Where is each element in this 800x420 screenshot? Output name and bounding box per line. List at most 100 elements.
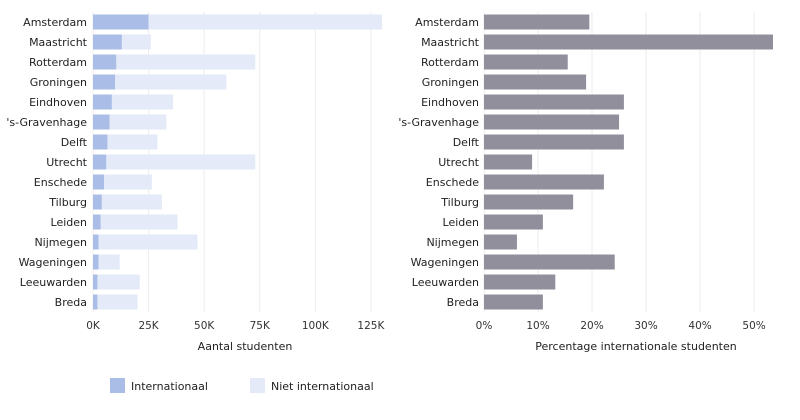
bars-left — [93, 14, 382, 310]
bar-left-s-gravenhage-internationaal — [93, 114, 110, 130]
category-label-left-delft: Delft — [61, 136, 88, 149]
bar-right-tilburg — [484, 194, 574, 210]
x-tick-left-4: 100K — [302, 320, 330, 332]
category-label-right-amsterdam: Amsterdam — [415, 16, 479, 29]
bar-right-utrecht — [484, 154, 533, 170]
category-label-right-leeuwarden: Leeuwarden — [412, 276, 479, 289]
category-label-right-eindhoven: Eindhoven — [421, 96, 479, 109]
category-label-left-s-gravenhage: 's-Gravenhage — [6, 116, 87, 129]
bar-left-utrecht-internationaal — [93, 154, 107, 170]
bars-right — [484, 14, 773, 310]
bar-right-amsterdam — [484, 14, 590, 30]
x-tick-right-1: 10% — [526, 320, 549, 332]
legend-label-niet-internationaal: Niet internationaal — [271, 380, 374, 393]
category-label-left-nijmegen: Nijmegen — [34, 236, 87, 249]
bar-right-rotterdam — [484, 54, 568, 70]
bar-left-leeuwarden-internationaal — [93, 274, 98, 290]
x-tick-left-1: 25K — [138, 320, 159, 332]
category-label-right-utrecht: Utrecht — [438, 156, 479, 169]
bar-left-groningen-niet-internationaal — [115, 74, 227, 90]
bar-left-breda-internationaal — [93, 294, 98, 310]
bar-left-delft-niet-internationaal — [107, 134, 158, 150]
category-label-left-leiden: Leiden — [51, 216, 88, 229]
legend: Internationaal Niet internationaal — [110, 378, 374, 393]
category-label-left-eindhoven: Eindhoven — [29, 96, 87, 109]
bar-left-maastricht-internationaal — [93, 34, 122, 50]
legend-swatch-internationaal — [110, 378, 125, 393]
category-label-left-leeuwarden: Leeuwarden — [20, 276, 87, 289]
bar-left-tilburg-niet-internationaal — [101, 194, 162, 210]
category-label-right-delft: Delft — [453, 136, 480, 149]
bar-left-wageningen-niet-internationaal — [98, 254, 120, 270]
category-label-left-maastricht: Maastricht — [29, 36, 88, 49]
category-label-right-maastricht: Maastricht — [421, 36, 480, 49]
bar-left-leeuwarden-niet-internationaal — [97, 274, 140, 290]
bar-left-enschede-internationaal — [93, 174, 105, 190]
category-label-left-breda: Breda — [55, 296, 87, 309]
bar-left-enschede-niet-internationaal — [104, 174, 152, 190]
category-label-left-wageningen: Wageningen — [19, 256, 87, 269]
category-label-right-tilburg: Tilburg — [440, 196, 479, 209]
category-label-left-tilburg: Tilburg — [48, 196, 87, 209]
bar-left-leiden-internationaal — [93, 214, 101, 230]
bar-left-utrecht-niet-internationaal — [106, 154, 256, 170]
x-tick-right-3: 30% — [634, 320, 657, 332]
bar-left-amsterdam-internationaal — [93, 14, 149, 30]
bar-left-eindhoven-niet-internationaal — [111, 94, 174, 110]
bar-left-nijmegen-internationaal — [93, 234, 99, 250]
bar-left-delft-internationaal — [93, 134, 108, 150]
bar-right-eindhoven — [484, 94, 624, 110]
x-tick-left-5: 125K — [357, 320, 385, 332]
bar-left-amsterdam-niet-internationaal — [148, 14, 382, 30]
x-tick-right-5: 50% — [742, 320, 765, 332]
bar-right-nijmegen — [484, 234, 517, 250]
category-label-right-groningen: Groningen — [422, 76, 479, 89]
x-tick-left-0: 0K — [86, 320, 101, 332]
category-label-right-rotterdam: Rotterdam — [421, 56, 479, 69]
category-label-left-rotterdam: Rotterdam — [29, 56, 87, 69]
category-label-right-s-gravenhage: 's-Gravenhage — [398, 116, 479, 129]
legend-swatch-niet-internationaal — [250, 378, 265, 393]
x-axis-title-right: Percentage internationale studenten — [535, 340, 736, 353]
bar-left-eindhoven-internationaal — [93, 94, 112, 110]
category-label-right-breda: Breda — [447, 296, 479, 309]
bar-left-breda-niet-internationaal — [97, 294, 138, 310]
bar-right-leeuwarden — [484, 274, 556, 290]
bar-left-rotterdam-internationaal — [93, 54, 117, 70]
bar-left-s-gravenhage-niet-internationaal — [109, 114, 167, 130]
x-tick-right-0: 0% — [476, 320, 493, 332]
category-labels-left: Amsterdam Maastricht Rotterdam Groningen Ein… — [6, 16, 87, 309]
category-label-left-utrecht: Utrecht — [46, 156, 87, 169]
bar-left-wageningen-internationaal — [93, 254, 99, 270]
bar-left-nijmegen-niet-internationaal — [98, 234, 198, 250]
bar-right-groningen — [484, 74, 587, 90]
x-tick-left-2: 50K — [194, 320, 215, 332]
bar-left-leiden-niet-internationaal — [100, 214, 178, 230]
x-tick-right-2: 20% — [580, 320, 603, 332]
bar-right-breda — [484, 294, 543, 310]
x-axis-title-left: Aantal studenten — [198, 340, 293, 353]
bar-left-tilburg-internationaal — [93, 194, 102, 210]
bar-left-maastricht-niet-internationaal — [121, 34, 151, 50]
category-label-right-leiden: Leiden — [443, 216, 480, 229]
category-label-left-enschede: Enschede — [34, 176, 87, 189]
category-labels-right: Amsterdam Maastricht Rotterdam Groningen Ein… — [398, 16, 479, 309]
category-label-right-nijmegen: Nijmegen — [426, 236, 479, 249]
bar-right-leiden — [484, 214, 543, 230]
bar-right-s-gravenhage — [484, 114, 620, 130]
category-label-left-amsterdam: Amsterdam — [23, 16, 87, 29]
bar-right-delft — [484, 134, 624, 150]
bar-left-groningen-internationaal — [93, 74, 116, 90]
x-tick-right-4: 40% — [688, 320, 711, 332]
x-tick-left-3: 75K — [250, 320, 271, 332]
category-label-right-wageningen: Wageningen — [411, 256, 479, 269]
legend-label-internationaal: Internationaal — [131, 380, 208, 393]
category-label-left-groningen: Groningen — [30, 76, 87, 89]
bar-left-rotterdam-niet-internationaal — [116, 54, 256, 70]
category-label-right-enschede: Enschede — [426, 176, 479, 189]
bar-right-enschede — [484, 174, 604, 190]
bar-right-maastricht — [484, 34, 773, 50]
x-ticks-left: 0K 25K 50K 75K 100K 125K — [86, 320, 385, 332]
x-ticks-right: 0% 10% 20% 30% 40% 50% — [476, 320, 766, 332]
